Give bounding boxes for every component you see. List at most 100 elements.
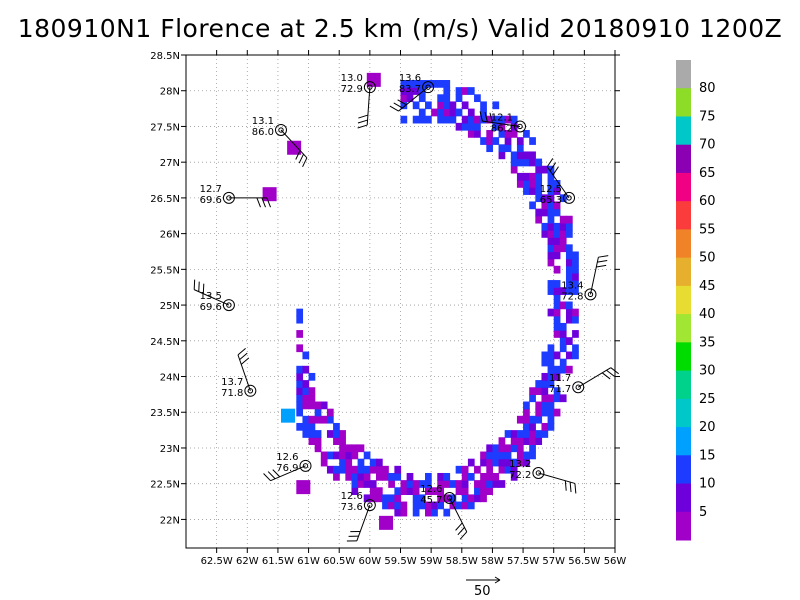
heatmap-cell — [382, 472, 389, 481]
heatmap-cell-fill — [357, 444, 365, 453]
dropsonde-ring — [572, 381, 585, 394]
heatmap-cell — [467, 87, 475, 95]
heatmap-cell — [553, 408, 561, 417]
heatmap-cell-fill — [406, 87, 414, 95]
heatmap-cell-fill — [400, 115, 408, 124]
heatmap-cell — [504, 458, 512, 467]
heatmap-cell-fill — [541, 194, 549, 203]
heatmap-cell-fill — [523, 415, 530, 424]
heatmap-cell-fill — [431, 508, 438, 517]
heatmap-cell-fill — [565, 315, 573, 324]
heatmap-cell-fill — [412, 80, 420, 88]
wind-barb-feather — [479, 111, 483, 122]
heatmap-cell-fill — [553, 280, 561, 288]
heatmap-cell — [516, 437, 524, 445]
heatmap-cell-fill — [492, 458, 500, 467]
heatmap-cell — [418, 87, 426, 95]
heatmap-cell-fill — [504, 451, 512, 460]
heatmap-cell-fill — [296, 308, 304, 317]
wind-barb-feather — [455, 522, 463, 531]
heatmap-cell — [553, 394, 561, 403]
heatmap-patch — [379, 515, 394, 530]
heatmap-cell-fill — [443, 494, 451, 503]
heatmap-cell-fill — [553, 301, 561, 310]
heatmap-cell-fill — [382, 501, 389, 510]
heatmap-cell — [504, 144, 512, 153]
wind-barb-feather — [263, 473, 271, 482]
dropsonde-ring — [274, 124, 287, 137]
heatmap-cell — [400, 115, 408, 124]
heatmap-cell-fill — [504, 430, 512, 438]
heatmap-cell-fill — [547, 351, 555, 360]
heatmap-cell-fill — [351, 472, 359, 481]
heatmap-cell — [480, 101, 487, 110]
heatmap-cell — [480, 108, 487, 117]
heatmap-cell — [467, 108, 475, 117]
wind-barb-feather — [389, 105, 399, 112]
heatmap-cell-fill — [565, 308, 573, 317]
heatmap-cell-fill — [535, 408, 543, 417]
heatmap-cell — [529, 451, 536, 460]
heatmap-cell-fill — [535, 158, 543, 167]
heatmap-cell — [320, 415, 328, 424]
heatmap-cell — [394, 472, 402, 481]
wind-barb-feather — [601, 372, 611, 380]
heatmap-cell — [455, 487, 463, 496]
heatmap-cell — [345, 451, 353, 460]
y-tick-label: 25N — [160, 301, 180, 312]
heatmap-cell-fill — [498, 151, 506, 160]
heatmap-cell — [375, 472, 383, 481]
heatmap-cell-fill — [553, 365, 561, 374]
heatmap-cell — [523, 408, 530, 417]
colorbar-swatch — [676, 342, 691, 372]
heatmap-cell — [437, 80, 444, 88]
heatmap-cell-fill — [547, 201, 555, 210]
heatmap-cell-fill — [369, 458, 377, 467]
heatmap-patch — [287, 140, 302, 155]
y-tick-label: 24.5N — [150, 337, 180, 348]
heatmap-cell — [467, 115, 475, 124]
heatmap-cell-fill — [474, 115, 481, 124]
dropsonde-center — [367, 502, 373, 508]
heatmap-cell — [406, 487, 414, 496]
heatmap-cell — [339, 444, 346, 453]
heatmap-cell — [437, 108, 444, 117]
dropsonde-marker: 13.272.2 — [509, 459, 577, 494]
heatmap-cell — [486, 444, 494, 453]
heatmap-cell-fill — [547, 415, 555, 424]
heatmap-cell — [425, 472, 432, 481]
heatmap-cell — [443, 80, 451, 88]
heatmap-cell — [425, 80, 432, 88]
heatmap-cell-fill — [382, 494, 389, 503]
dropsonde-label-top: 12.1 — [491, 112, 513, 123]
heatmap-cell — [418, 501, 426, 510]
heatmap-cell — [516, 172, 524, 181]
heatmap-cell-fill — [572, 265, 579, 274]
wind-barb-shaft — [589, 257, 599, 295]
heatmap-cell-fill — [565, 265, 573, 274]
heatmap-cell — [535, 172, 543, 181]
heatmap-cell — [535, 415, 543, 424]
heatmap-cell-fill — [547, 372, 555, 381]
heatmap-cell-fill — [486, 465, 494, 474]
heatmap-cell-fill — [559, 365, 567, 374]
heatmap-cell — [559, 344, 567, 353]
heatmap-cell-fill — [492, 451, 500, 460]
heatmap-cell-fill — [351, 465, 359, 474]
heatmap-cell-fill — [553, 201, 561, 210]
heatmap-cell-fill — [394, 501, 402, 510]
heatmap-cell — [369, 480, 377, 488]
heatmap-cell — [553, 315, 561, 324]
heatmap-patch — [262, 187, 277, 202]
y-tick-label: 25.5N — [150, 265, 180, 276]
heatmap-cell — [565, 258, 573, 267]
heatmap-cell — [486, 137, 494, 145]
heatmap-cell — [345, 458, 353, 467]
heatmap-cell — [425, 508, 432, 517]
heatmap-cell-fill — [535, 165, 543, 174]
heatmap-cell-fill — [541, 422, 549, 431]
heatmap-cell — [339, 458, 346, 467]
heatmap-cell — [553, 180, 561, 188]
heatmap-cell — [480, 487, 487, 496]
heatmap-cell-fill — [363, 494, 371, 503]
